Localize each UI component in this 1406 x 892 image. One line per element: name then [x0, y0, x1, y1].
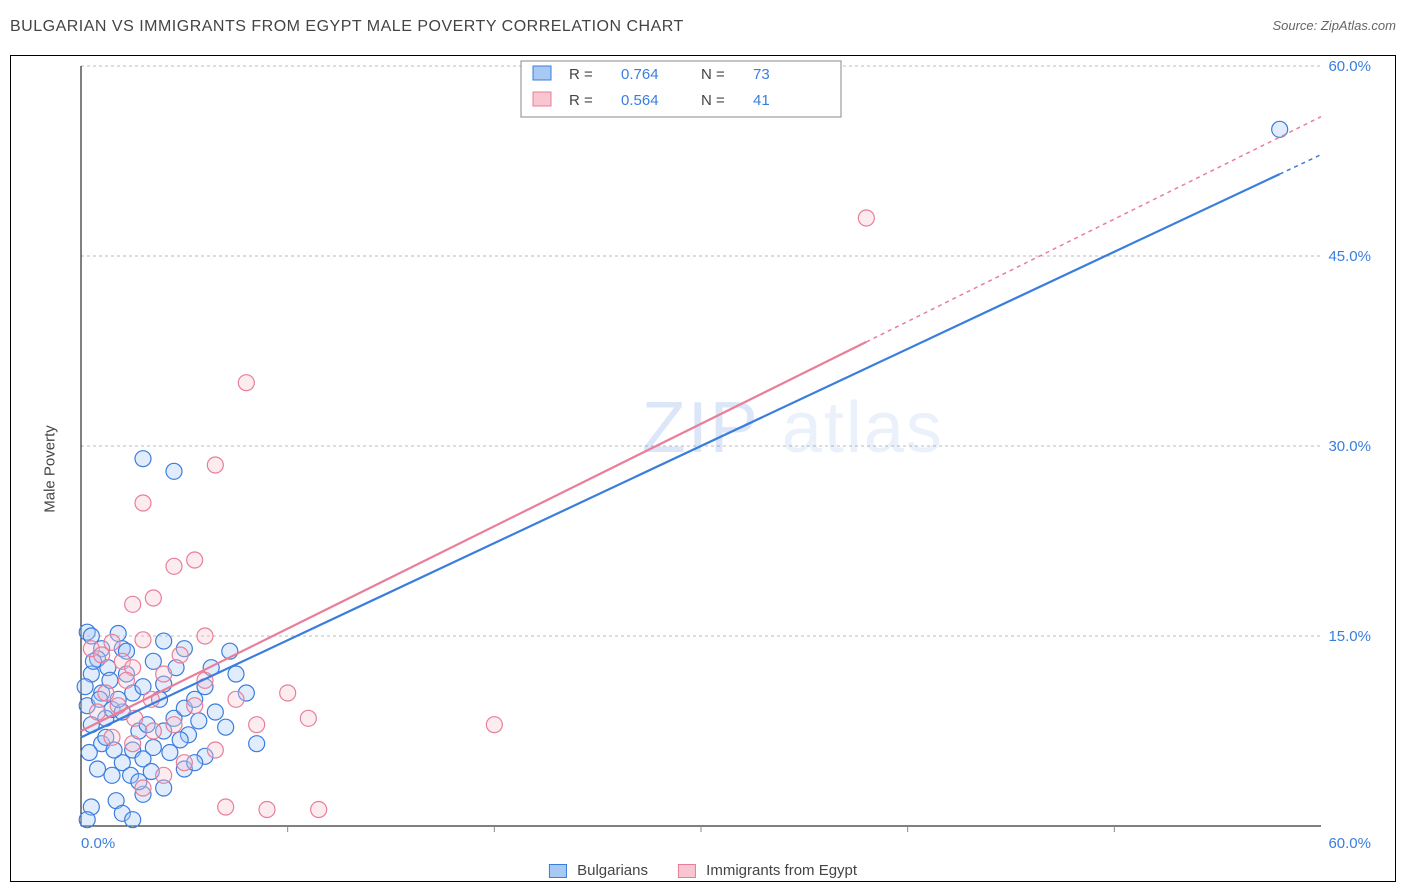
svg-text:R =: R =: [569, 66, 593, 83]
swatch-bulgarians: [549, 864, 567, 878]
chart-container: Male Poverty 15.0% 30.0% 45.0% 60.0% 0.0% 60.…: [10, 55, 1396, 882]
svg-text:15.0%: 15.0%: [1328, 628, 1371, 645]
svg-text:0.764: 0.764: [621, 66, 659, 83]
svg-text:R =: R =: [569, 92, 593, 109]
series-legend: Bulgarians Immigrants from Egypt: [549, 862, 857, 879]
source-value: ZipAtlas.com: [1321, 18, 1396, 33]
swatch-egypt: [678, 864, 696, 878]
svg-text:30.0%: 30.0%: [1328, 438, 1371, 455]
svg-text:N =: N =: [701, 92, 725, 109]
legend-label-egypt: Immigrants from Egypt: [706, 862, 857, 879]
legend-item-egypt: Immigrants from Egypt: [678, 862, 857, 879]
legend-item-bulgarians: Bulgarians: [549, 862, 648, 879]
svg-text:60.0%: 60.0%: [1328, 835, 1371, 852]
svg-text:atlas: atlas: [782, 388, 944, 468]
svg-text:0.564: 0.564: [621, 92, 659, 109]
svg-text:41: 41: [753, 92, 770, 109]
legend-label-bulgarians: Bulgarians: [577, 862, 648, 879]
source-label: Source:: [1272, 18, 1320, 33]
chart-title: BULGARIAN VS IMMIGRANTS FROM EGYPT MALE …: [10, 18, 684, 35]
svg-text:ZIP: ZIP: [642, 388, 760, 468]
svg-text:60.0%: 60.0%: [1328, 58, 1371, 75]
scatter-plot: 15.0% 30.0% 45.0% 60.0% 0.0% 60.0% ZIP atlas R =…: [61, 56, 1381, 881]
source-attribution: Source: ZipAtlas.com: [1272, 18, 1396, 33]
svg-text:73: 73: [753, 66, 770, 83]
svg-text:0.0%: 0.0%: [81, 835, 115, 852]
svg-text:N =: N =: [701, 66, 725, 83]
svg-text:45.0%: 45.0%: [1328, 248, 1371, 265]
y-axis-label: Male Poverty: [41, 425, 58, 513]
